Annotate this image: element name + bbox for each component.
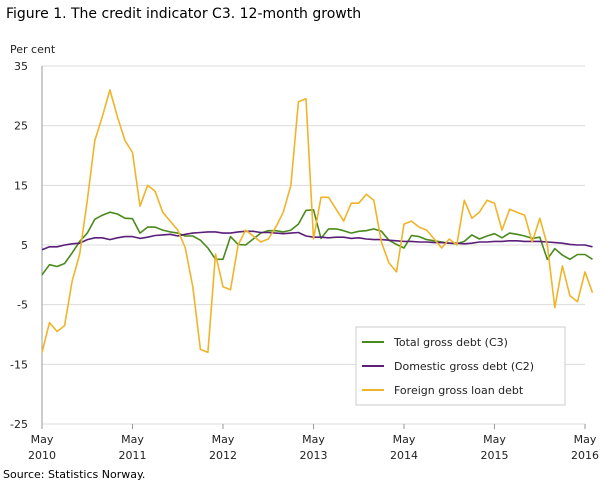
x-tick-month-2014: May [393,433,416,446]
x-tick-month-2012: May [212,433,235,446]
x-tick-year-2014: 2014 [390,449,418,462]
y-tick-35: 35 [14,60,28,73]
x-tick-year-2011: 2011 [119,449,147,462]
source-note: Source: Statistics Norway. [3,468,146,481]
legend-label-domestic-gross-debt-c2: Domestic gross debt (C2) [394,360,534,373]
y-tick-labels: 35 25 15 5 -5 -15 -25 [10,60,28,431]
x-tick-year-2012: 2012 [209,449,237,462]
legend-label-total-gross-debt-c3: Total gross debt (C3) [393,336,508,349]
y-tick-5: -5 [17,299,28,312]
x-tick-month-2011: May [121,433,144,446]
x-tick-year-2016: 2016 [571,449,599,462]
y-tick-25: -25 [10,418,28,431]
x-tick-year-2013: 2013 [300,449,328,462]
series-line-domestic-gross-debt-c2 [41,230,593,251]
y-axis-label: Per cent [10,43,56,56]
series-line-foreign-gross-loan-debt [41,89,594,354]
y-tick-25: 25 [14,120,28,133]
series-lines [41,89,594,354]
x-tick-month-2013: May [302,433,325,446]
legend: Total gross debt (C3) Domestic gross debt… [355,326,566,406]
x-tick-labels: May 2010 May 2011 May 2012 May 2013 May 2014 May 20… [28,424,599,462]
legend-box [355,326,566,406]
series-line-total-gross-debt-c3 [41,209,593,276]
y-tick-15: 15 [14,179,28,192]
x-tick-month-2016: May [574,433,597,446]
y-tick-5: 5 [21,239,28,252]
chart-title: Figure 1. The credit indicator C3. 12-mo… [6,6,362,22]
x-tick-month-2010: May [31,433,54,446]
x-tick-month-2015: May [483,433,506,446]
legend-label-foreign-gross-loan-debt: Foreign gross loan debt [394,384,524,397]
x-tick-year-2010: 2010 [28,449,56,462]
y-tick-15: -15 [10,358,28,371]
x-tick-year-2015: 2015 [481,449,509,462]
